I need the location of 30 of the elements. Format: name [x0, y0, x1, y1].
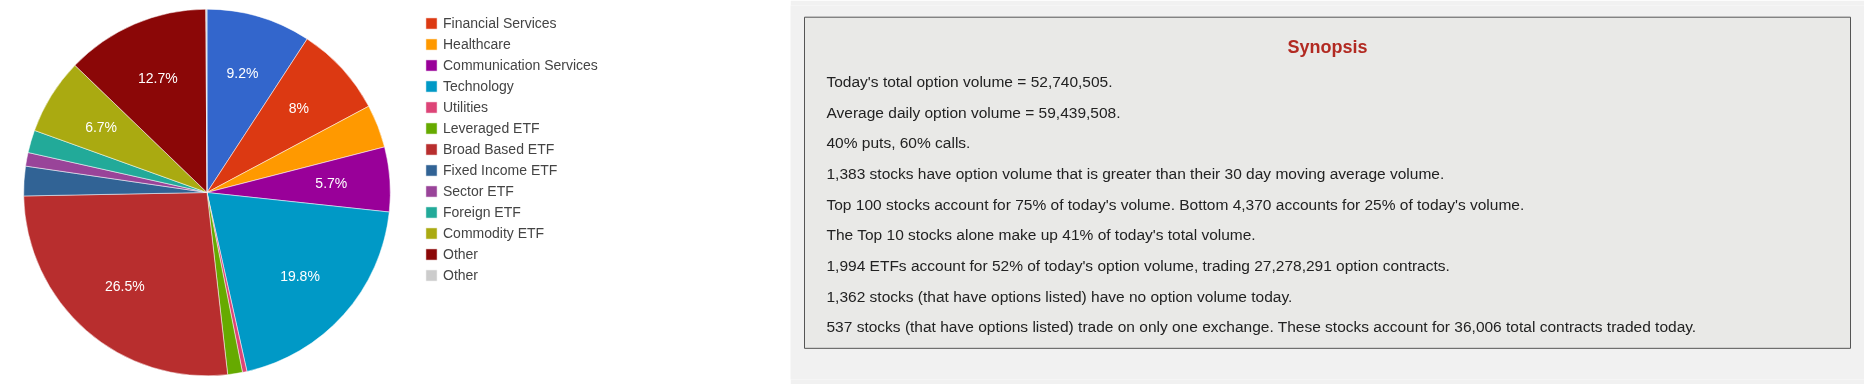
data-label: 19.8% — [280, 267, 320, 284]
text: The Top 10 stocks alone make up 41% of today's total volume. — [826, 226, 1256, 244]
data-label: 9.2% — [226, 65, 259, 81]
legend-label: Leveraged ETF — [443, 119, 540, 137]
data-label: 12.7% — [137, 69, 178, 86]
legend-label: Utilities — [443, 98, 489, 116]
text: Top 100 stocks account for 75% of today's volume. Bottom 4,370 accounts for 25% of today's volume. — [826, 195, 1525, 213]
legend-label: Healthcare — [443, 35, 511, 53]
data-label: 26.5% — [105, 278, 145, 295]
legend-label: Foreign ETF — [443, 203, 521, 221]
data-label: 6.7% — [85, 118, 118, 135]
text: 537 stocks (that have options listed) trade on only one exchange. These stocks account for 36,006 total contracts traded today. — [826, 318, 1697, 336]
legend-label: Communication Services — [443, 56, 598, 74]
legend-label: Financial Services — [443, 14, 557, 32]
data-label: 5.7% — [315, 175, 348, 192]
legend-label: Other — [443, 266, 479, 284]
legend-label: Commodity ETF — [443, 224, 545, 242]
text: 1,994 ETFs account for 52% of today's option volume, trading 27,278,291 option contracts. — [826, 257, 1450, 275]
data-label: 8% — [288, 100, 310, 117]
text: 1,383 stocks have option volume that is greater than their 30 day moving average volume. — [826, 165, 1445, 183]
text: 1,362 stocks (that have options listed) have no option volume today. — [826, 287, 1293, 305]
legend-label: Other — [443, 245, 479, 263]
legend-label: Broad Based ETF — [443, 140, 555, 158]
text: Synopsis — [1287, 37, 1368, 58]
legend-label: Technology — [443, 77, 514, 95]
legend-label: Sector ETF — [443, 182, 514, 200]
text: Today's total option volume = 52,740,505. — [826, 72, 1113, 90]
text: 40% puts, 60% calls. — [826, 134, 971, 152]
legend-label: Fixed Income ETF — [443, 161, 558, 179]
text: Average daily option volume = 59,439,508. — [826, 103, 1121, 121]
